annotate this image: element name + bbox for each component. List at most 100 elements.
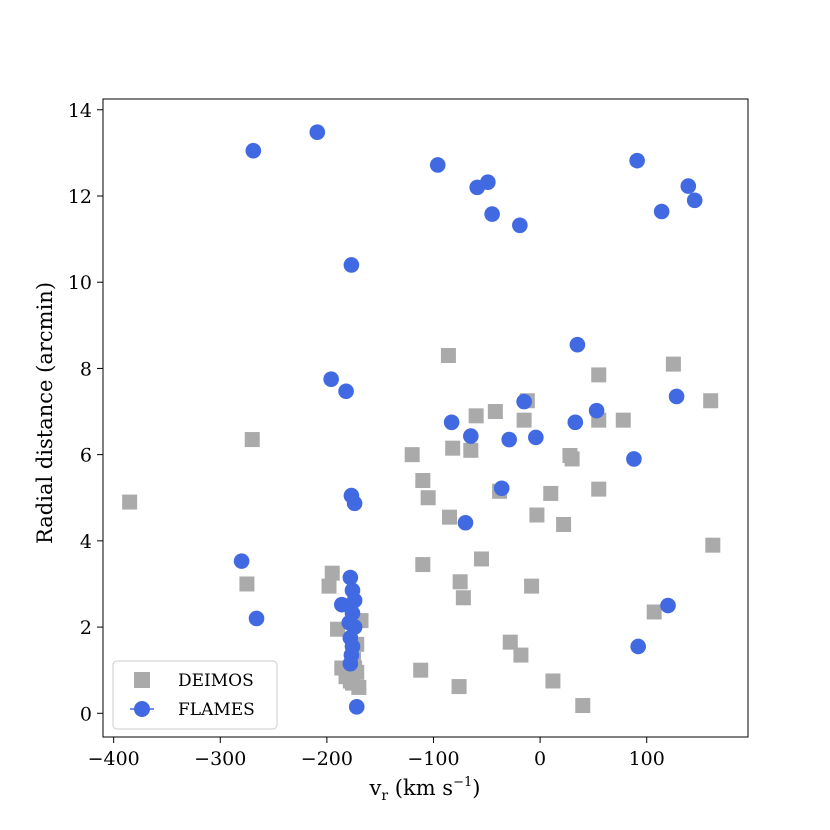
y-tick-label: 6	[80, 445, 92, 467]
y-tick-label: 10	[68, 272, 92, 294]
x-tick-label: −100	[407, 748, 459, 770]
x-tick-label: −300	[194, 748, 246, 770]
deimos-point	[445, 440, 461, 456]
deimos-point	[543, 485, 559, 501]
flames-point	[668, 388, 685, 405]
deimos-point	[556, 516, 572, 532]
legend-deimos-label: DEIMOS	[178, 671, 254, 691]
flames-point	[630, 638, 646, 655]
y-tick-label: 14	[68, 100, 92, 122]
deimos-point	[239, 576, 255, 592]
deimos-point	[646, 604, 662, 620]
flames-point	[528, 429, 544, 446]
deimos-point	[440, 347, 456, 363]
deimos-point	[703, 393, 719, 409]
flames-point	[680, 178, 697, 194]
y-axis-label: Radial distance (arcmin)	[33, 282, 57, 544]
deimos-point	[502, 634, 518, 650]
x-axis-label: vr (km s−1)	[369, 775, 481, 804]
deimos-point	[324, 565, 340, 581]
y-axis-ticks: 0 2 4 6 8 10 12 14	[68, 100, 103, 725]
deimos-point	[705, 537, 721, 553]
flames-point	[501, 431, 517, 448]
flames-point	[346, 592, 363, 609]
deimos-point	[415, 557, 431, 573]
flames-point	[342, 569, 359, 586]
flames-point	[348, 699, 365, 715]
x-axis-ticks: −400 −300 −200 −100 0 100	[88, 737, 665, 770]
deimos-point	[122, 494, 138, 510]
flames-point	[588, 402, 605, 419]
flames-point	[653, 203, 670, 220]
flames-point	[660, 597, 676, 614]
flames-point	[443, 414, 460, 431]
flames-point	[457, 514, 474, 531]
deimos-point	[564, 451, 580, 467]
deimos-point	[452, 574, 468, 590]
plot-area	[102, 98, 749, 738]
flames-point	[493, 480, 510, 497]
flames-point	[569, 336, 586, 353]
flames-point	[245, 142, 262, 159]
legend-box	[112, 660, 278, 730]
flames-point	[342, 655, 359, 672]
legend-flames-marker	[134, 701, 150, 717]
y-tick-label: 2	[80, 617, 92, 639]
deimos-point	[513, 647, 529, 663]
deimos-point	[463, 442, 479, 458]
flames-point	[334, 596, 350, 613]
x-tick-label: 0	[534, 748, 546, 770]
flames-point	[626, 451, 642, 467]
y-tick-label: 8	[80, 358, 92, 380]
deimos-point	[415, 473, 431, 489]
deimos-point	[404, 447, 420, 463]
deimos-point	[455, 590, 471, 606]
deimos-point	[516, 412, 532, 428]
flames-point	[629, 152, 645, 169]
flames-point	[463, 428, 479, 444]
deimos-point	[524, 578, 540, 594]
flames-points	[233, 124, 703, 715]
deimos-point	[545, 673, 561, 689]
deimos-point	[413, 662, 429, 678]
deimos-point	[473, 551, 489, 567]
legend-flames-label: FLAMES	[178, 700, 255, 720]
deimos-point	[615, 412, 631, 428]
deimos-point	[665, 356, 681, 372]
deimos-point	[441, 509, 457, 525]
flames-point	[309, 124, 326, 140]
deimos-point	[321, 578, 337, 594]
flames-point	[480, 174, 496, 190]
deimos-point	[451, 679, 467, 695]
deimos-point	[468, 408, 484, 424]
x-tick-label: 100	[629, 748, 665, 770]
flames-point	[484, 206, 500, 222]
deimos-point	[420, 490, 436, 506]
legend: DEIMOS FLAMES	[112, 660, 278, 730]
flames-point	[248, 610, 265, 627]
deimos-points	[122, 347, 721, 714]
deimos-point	[575, 698, 591, 714]
flames-point	[346, 495, 363, 512]
flames-point	[233, 553, 250, 569]
deimos-point	[591, 367, 607, 383]
flames-point	[686, 192, 703, 209]
y-tick-label: 0	[80, 703, 92, 725]
legend-deimos-marker	[134, 672, 150, 688]
flames-point	[323, 371, 339, 388]
flames-point	[429, 157, 446, 173]
x-tick-label: −400	[88, 748, 140, 770]
deimos-point	[487, 404, 503, 420]
flames-point	[516, 393, 532, 410]
deimos-point	[591, 481, 607, 497]
flames-point	[512, 217, 528, 234]
deimos-point	[529, 507, 545, 523]
deimos-point	[330, 621, 346, 637]
flames-point	[338, 383, 354, 400]
flames-point	[567, 414, 584, 431]
x-tick-label: −200	[301, 748, 353, 770]
y-tick-label: 12	[68, 186, 92, 208]
y-tick-label: 4	[80, 531, 92, 553]
deimos-point	[244, 432, 260, 448]
